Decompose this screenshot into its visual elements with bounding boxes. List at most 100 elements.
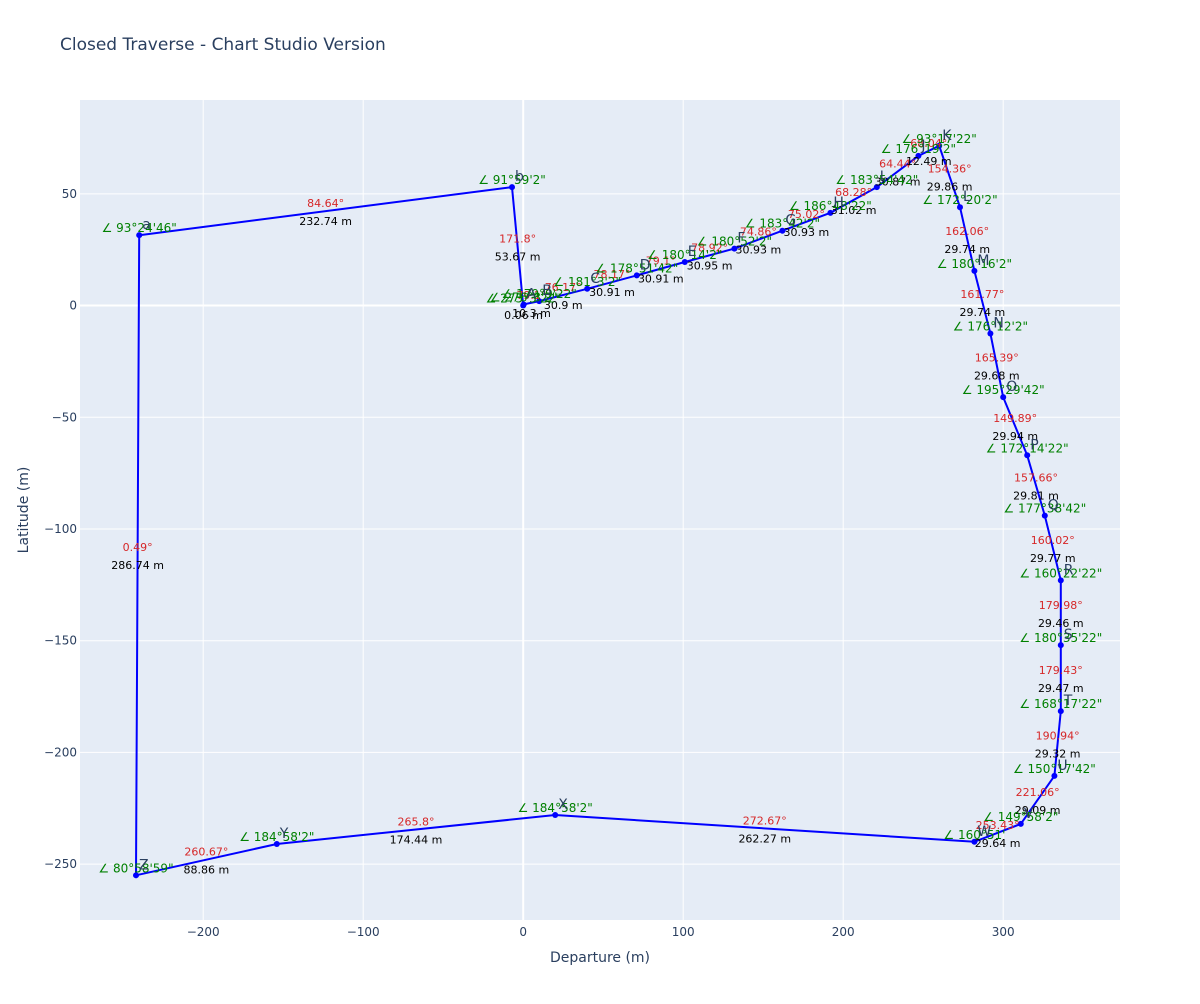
leg-bearing-label: 149.89° [993,412,1037,425]
station-label: E [688,244,697,260]
station-marker [915,152,922,159]
leg-bearing-label: 162.06° [945,225,989,238]
leg-distance-label: 30.93 m [736,244,782,257]
leg-distance-label: 88.86 m [184,864,230,877]
station-marker [873,184,880,191]
station-angle-label: ∠ 160°22'22" [1019,566,1102,580]
leg-distance-label: 0.06 m [504,309,543,322]
station-marker [1024,452,1031,459]
leg-bearing-label: 76.17° [545,281,582,294]
y-tick-label: 50 [62,187,77,201]
y-tick-label: 0 [69,299,77,313]
station-label: K [942,128,952,144]
station-angle-label: ∠ 168°17'22" [1019,697,1102,711]
leg-distance-label: 30.9 m [544,299,583,312]
x-tick-label: 100 [672,925,695,939]
station-marker [536,298,543,305]
leg-bearing-label: 253.43° [976,819,1020,832]
station-label: U [1057,758,1067,774]
station-marker [1057,577,1064,584]
chart-title: Closed Traverse - Chart Studio Version [60,35,386,55]
leg-distance-label: 29.46 m [1038,617,1084,630]
station-label: H [833,195,844,211]
leg-bearing-label: 171.8° [499,232,536,245]
leg-labels: 0.06 m 79.1° 10.3 m 76.17° 30.9 m 78.17° 30.91… [111,137,1083,877]
leg-bearing-label: 272.67° [743,814,787,827]
leg-distance-label: 31.02 m [831,204,877,217]
station-label: Q [1048,498,1059,514]
station-angle-label: ∠ 93°17'22" [902,132,977,146]
leg-distance-label: 29.94 m [992,430,1038,443]
leg-distance-label: 29.09 m [1015,804,1061,817]
station-marker [273,841,280,848]
station-marker [1051,772,1058,779]
leg-bearing-label: 160.02° [1031,534,1075,547]
leg-distance-label: 29.47 m [1038,682,1084,695]
station-marker [1057,642,1064,649]
station-marker [552,811,559,818]
station-angle-label: ∠ 180°52'2" [697,235,772,249]
station-label: T [1063,693,1073,709]
station-marker [987,330,994,337]
station-angle-label: ∠ 181°3'2" [553,275,621,289]
y-tick-label: −150 [44,634,77,648]
y-gridlines [80,193,1120,865]
station-label: O [1006,379,1017,395]
leg-distance-label: 29.81 m [1013,489,1059,502]
station-marker [681,258,688,265]
station-angle-label: ∠ 184°58'2" [518,801,593,815]
y-axis-title: Latitude (m) [16,467,32,554]
station-label: B [542,283,552,299]
y-tick-label: −200 [44,745,77,759]
station-label: C [590,271,600,287]
traverse-line [134,144,1062,877]
leg-distance-label: 30.93 m [784,226,830,239]
leg-bearing-label: 154.36° [928,163,972,176]
station-marker [936,142,943,149]
leg-bearing-label: 74.86° [740,226,777,239]
station-angle-label: ∠ 80°58'59" [98,861,173,875]
station-angle-label: ∠ 91°59'2" [478,173,546,187]
leg-bearing-label: 84.64° [307,197,344,210]
station-angle-label: ∠ 93°24'46" [102,221,177,235]
plot-area [80,100,1120,920]
leg-bearing-label: 68.28° [835,186,872,199]
angle-labels: ∠ 275°3'22"∠ 276°3'2"∠ 179°9'22"∠ 181°3'… [98,132,1102,876]
leg-bearing-label: 64.44° [879,157,916,170]
leg-distance-label: 30.87 m [875,175,921,188]
station-marker [633,272,640,279]
station-label: V [1024,806,1034,822]
station-marker [1017,820,1024,827]
x-tick-label: −100 [347,925,380,939]
station-marker [1057,708,1064,715]
leg-bearing-label: 78.17° [594,268,631,281]
station-label: R [1064,562,1074,578]
station-angle-label: ∠ 183°54'42" [835,173,918,187]
station-marker [520,301,527,308]
leg-bearing-label: 179.98° [1039,599,1083,612]
leg-distance-label: 29.64 m [975,837,1021,850]
station-marker [1041,512,1048,519]
leg-distance-label: 30.91 m [638,273,684,286]
leg-bearing-label: 179.43° [1039,664,1083,677]
station-marker [827,209,834,216]
station-label: M [977,253,989,269]
station-angle-label: ∠ 177°38'42" [1003,502,1086,516]
y-tick-label: −100 [44,522,77,536]
station-marker [133,872,139,879]
leg-bearing-label: 221.06° [1016,786,1060,799]
station-label: J [920,138,925,154]
station-marker [1000,394,1007,401]
station-angle-label: ∠ 184°58'2" [239,830,314,844]
leg-bearing-label: 260.67° [184,846,228,859]
leg-distance-label: 12.49 m [906,155,952,168]
x-tick-label: 0 [519,925,527,939]
x-axis-title: Departure (m) [550,950,650,966]
station-angle-label: ∠ 180°35'22" [1019,631,1102,645]
station-marker [584,285,591,292]
station-markers [133,142,1064,879]
leg-bearing-label: 165.39° [975,351,1019,364]
y-tick-label: −250 [44,857,77,871]
station-label: N [993,315,1003,331]
leg-bearing-label: 157.66° [1014,471,1058,484]
